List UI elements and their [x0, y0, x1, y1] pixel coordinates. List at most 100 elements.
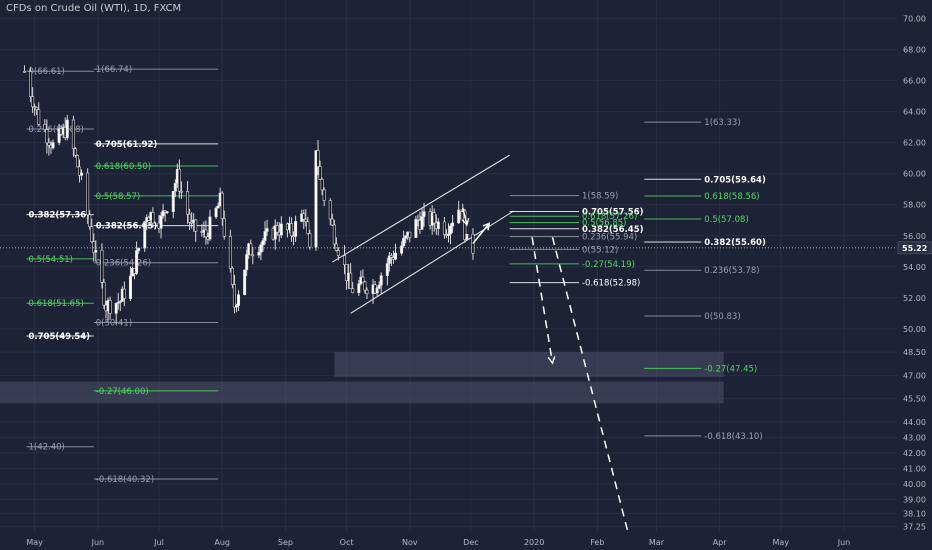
price-tick-label: 50.00 [903, 325, 926, 334]
price-tick-label: 64.00 [903, 108, 926, 117]
candle-body [251, 254, 255, 257]
time-tick-label: Aug [214, 538, 230, 547]
candle-body [446, 233, 450, 236]
candle-body [330, 218, 334, 226]
candle-body [457, 209, 461, 224]
candle-body [230, 267, 234, 285]
fib-label: 1(66.74) [96, 65, 132, 75]
candle-body [108, 300, 112, 314]
candle-body [128, 275, 132, 299]
time-tick-label: Apr [713, 538, 728, 547]
fib-label: 0.382(56.45) [582, 225, 644, 235]
price-tick-label: 37.25 [903, 523, 926, 532]
candle-body [29, 71, 33, 98]
candle-body [302, 213, 306, 220]
candle-body [377, 284, 381, 289]
price-tick-label: 40.00 [903, 480, 926, 489]
candle-body [349, 272, 353, 290]
candle-body [37, 109, 41, 125]
candle-body [361, 276, 365, 283]
channel [332, 154, 515, 314]
price-tick-label: 56.00 [903, 232, 926, 241]
fib-label: 0.705(61.92) [96, 140, 158, 150]
chart-title: CFDs on Crude Oil (WTI), 1D, FXCM [6, 3, 182, 14]
price-tick-label: 42.00 [903, 449, 926, 458]
support-zone [0, 381, 724, 404]
candle-body [92, 241, 96, 253]
time-tick-label: May [26, 538, 43, 547]
candle-body [232, 284, 236, 308]
candle-body [420, 216, 424, 230]
channel-line [332, 154, 510, 263]
price-tick-label: 66.00 [903, 77, 926, 86]
candle-body [45, 129, 49, 144]
time-tick-label: Nov [402, 538, 418, 547]
candle-body [314, 150, 318, 248]
time-tick-label: Oct [340, 538, 354, 547]
price-axis-bg [897, 0, 932, 550]
candle-body [351, 288, 355, 293]
candle-body [100, 250, 104, 283]
candle-body [432, 212, 436, 224]
fib-label: -0.618(40.32) [96, 475, 154, 485]
candle-body [357, 283, 361, 293]
arrow-head [461, 217, 470, 227]
candle-body [102, 282, 106, 306]
fib-label: 0.236(62.88) [29, 125, 84, 135]
candle-body [365, 289, 369, 294]
candle-body [408, 231, 412, 238]
fib-label: 0.236(55.94) [582, 233, 637, 243]
zones [0, 352, 724, 404]
price-tick-label: 43.00 [903, 433, 926, 442]
candle-body [451, 222, 455, 227]
fib-label: 0(50.83) [704, 312, 740, 322]
candle-body [163, 210, 167, 213]
time-tick-label: 2020 [524, 538, 544, 547]
projection-line [551, 237, 629, 533]
time-tick-label: Mar [649, 538, 665, 547]
candle-body [114, 303, 118, 314]
candle-body [194, 219, 198, 232]
fib-label: 0(50.41) [96, 318, 132, 328]
candle-body [320, 179, 324, 191]
fib-label: 0.5(56.85) [582, 219, 626, 229]
candle-body [463, 210, 467, 240]
candle-body [222, 218, 226, 237]
fib-label: 1(58.59) [582, 192, 618, 202]
candle-body [328, 200, 332, 220]
candle-body [304, 218, 308, 223]
last-price-label: 55.22 [902, 244, 927, 253]
fib-label: 0.382(57.36) [29, 211, 91, 221]
fib-label: -0.618(43.10) [704, 432, 762, 442]
candle-body [332, 224, 336, 245]
projection-arrows [461, 207, 629, 533]
candle-body [214, 207, 218, 218]
candle-body [400, 245, 404, 254]
price-tick-label: 45.50 [903, 395, 926, 404]
candle-body [122, 288, 126, 299]
candle-body [80, 172, 84, 176]
time-axis: May Jun Jul Aug Sep Oct Nov Dec 2020 Feb Mar Apr May… [0, 532, 932, 550]
candle-body [343, 255, 347, 266]
arrow-head [482, 222, 491, 231]
candle-body [179, 190, 183, 193]
candle-body [404, 235, 408, 239]
fib-label: 0.236(53.78) [704, 266, 759, 276]
candle-body [416, 219, 420, 221]
candle-body [334, 243, 338, 251]
channel-line [350, 210, 515, 314]
fib-label: 0.5(58.57) [96, 192, 140, 202]
candle-body [165, 211, 169, 214]
price-tick-label: 44.00 [903, 418, 926, 427]
candle-body [137, 247, 141, 251]
candle-body [385, 263, 389, 277]
candle-body [208, 216, 212, 240]
candle-body [449, 225, 453, 235]
candle-body [204, 229, 208, 238]
candle-body [75, 155, 79, 168]
candle-body [159, 215, 163, 229]
price-tick-label: 39.00 [903, 495, 926, 504]
fib-label: 0.705(59.64) [704, 175, 766, 185]
fib-label: 0.618(60.50) [96, 162, 151, 172]
